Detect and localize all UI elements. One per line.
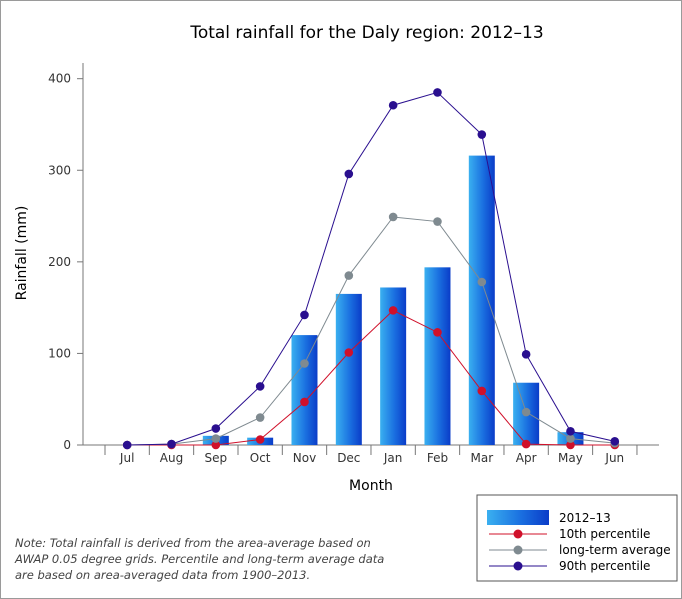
x-tick-label: Apr bbox=[516, 451, 537, 465]
data-point bbox=[300, 397, 309, 407]
data-point bbox=[521, 439, 531, 449]
legend-marker bbox=[513, 561, 523, 571]
data-point bbox=[211, 440, 221, 450]
data-point bbox=[477, 277, 487, 287]
y-tick-label: 200 bbox=[48, 255, 71, 269]
bar bbox=[424, 267, 451, 445]
data-point bbox=[521, 350, 531, 359]
x-tick-label: May bbox=[558, 451, 583, 465]
legend-label: 2012–13 bbox=[559, 511, 611, 525]
data-point bbox=[433, 88, 442, 97]
legend-label: long-term average bbox=[559, 543, 671, 557]
data-point bbox=[344, 348, 354, 357]
x-tick-label: Sep bbox=[205, 451, 228, 465]
data-point bbox=[477, 130, 487, 139]
data-point bbox=[477, 386, 487, 396]
series-line bbox=[127, 91, 615, 446]
legend-label: 10th percentile bbox=[559, 527, 650, 541]
y-tick-label: 300 bbox=[48, 163, 71, 177]
legend-box bbox=[476, 494, 678, 582]
data-point bbox=[521, 407, 531, 417]
legend-marker bbox=[513, 529, 523, 539]
legend-swatch bbox=[487, 510, 549, 525]
y-tick-label: 400 bbox=[48, 72, 71, 86]
data-point bbox=[122, 440, 132, 450]
data-point bbox=[255, 413, 265, 422]
legend-label: 90th percentile bbox=[559, 559, 650, 573]
data-point bbox=[211, 434, 221, 443]
bar bbox=[468, 155, 495, 446]
data-point bbox=[388, 212, 398, 222]
x-axis-label: Month bbox=[349, 478, 393, 494]
data-point bbox=[344, 169, 354, 179]
data-point bbox=[610, 437, 620, 446]
y-tick-label: 0 bbox=[63, 438, 71, 452]
x-tick-label: Oct bbox=[250, 451, 271, 465]
series-line bbox=[127, 309, 615, 446]
chart-title: Total rainfall for the Daly region: 2012… bbox=[189, 23, 543, 43]
bar-series bbox=[202, 155, 584, 446]
bar bbox=[335, 293, 362, 445]
line-series bbox=[122, 88, 620, 450]
legend: 2012–13 10th percentile long-term average 9… bbox=[476, 494, 678, 582]
axes: 0 100 200 300 400 Jul Aug Sep Oct Nov Dec Jan Feb Mar… bbox=[48, 63, 659, 465]
data-point bbox=[388, 306, 398, 315]
y-tick-label: 100 bbox=[48, 346, 71, 360]
data-point bbox=[566, 440, 575, 450]
data-point bbox=[566, 426, 575, 436]
x-tick-label: Nov bbox=[293, 451, 316, 465]
x-tick-label: Mar bbox=[470, 451, 493, 465]
data-point bbox=[300, 359, 309, 368]
data-point bbox=[566, 434, 575, 443]
bar bbox=[291, 335, 318, 445]
x-tick-label: Feb bbox=[427, 451, 448, 465]
series-line bbox=[127, 216, 615, 446]
y-axis-label: Rainfall (mm) bbox=[14, 206, 30, 301]
x-tick-label: Jun bbox=[604, 451, 624, 465]
x-tick-label: Dec bbox=[337, 451, 360, 465]
x-tick-label: Aug bbox=[160, 451, 183, 465]
footnote: Note: Total rainfall is derived from the… bbox=[15, 536, 385, 582]
data-point bbox=[433, 217, 442, 226]
x-tick-label: Jan bbox=[383, 451, 403, 465]
legend-marker bbox=[513, 545, 523, 555]
data-point bbox=[388, 100, 398, 110]
data-point bbox=[255, 435, 265, 444]
data-point bbox=[300, 310, 309, 320]
data-point bbox=[211, 424, 221, 433]
data-point bbox=[344, 271, 354, 280]
x-tick-label: Jul bbox=[119, 451, 134, 465]
data-point bbox=[255, 382, 265, 391]
data-point bbox=[433, 328, 442, 337]
data-point bbox=[167, 439, 176, 449]
